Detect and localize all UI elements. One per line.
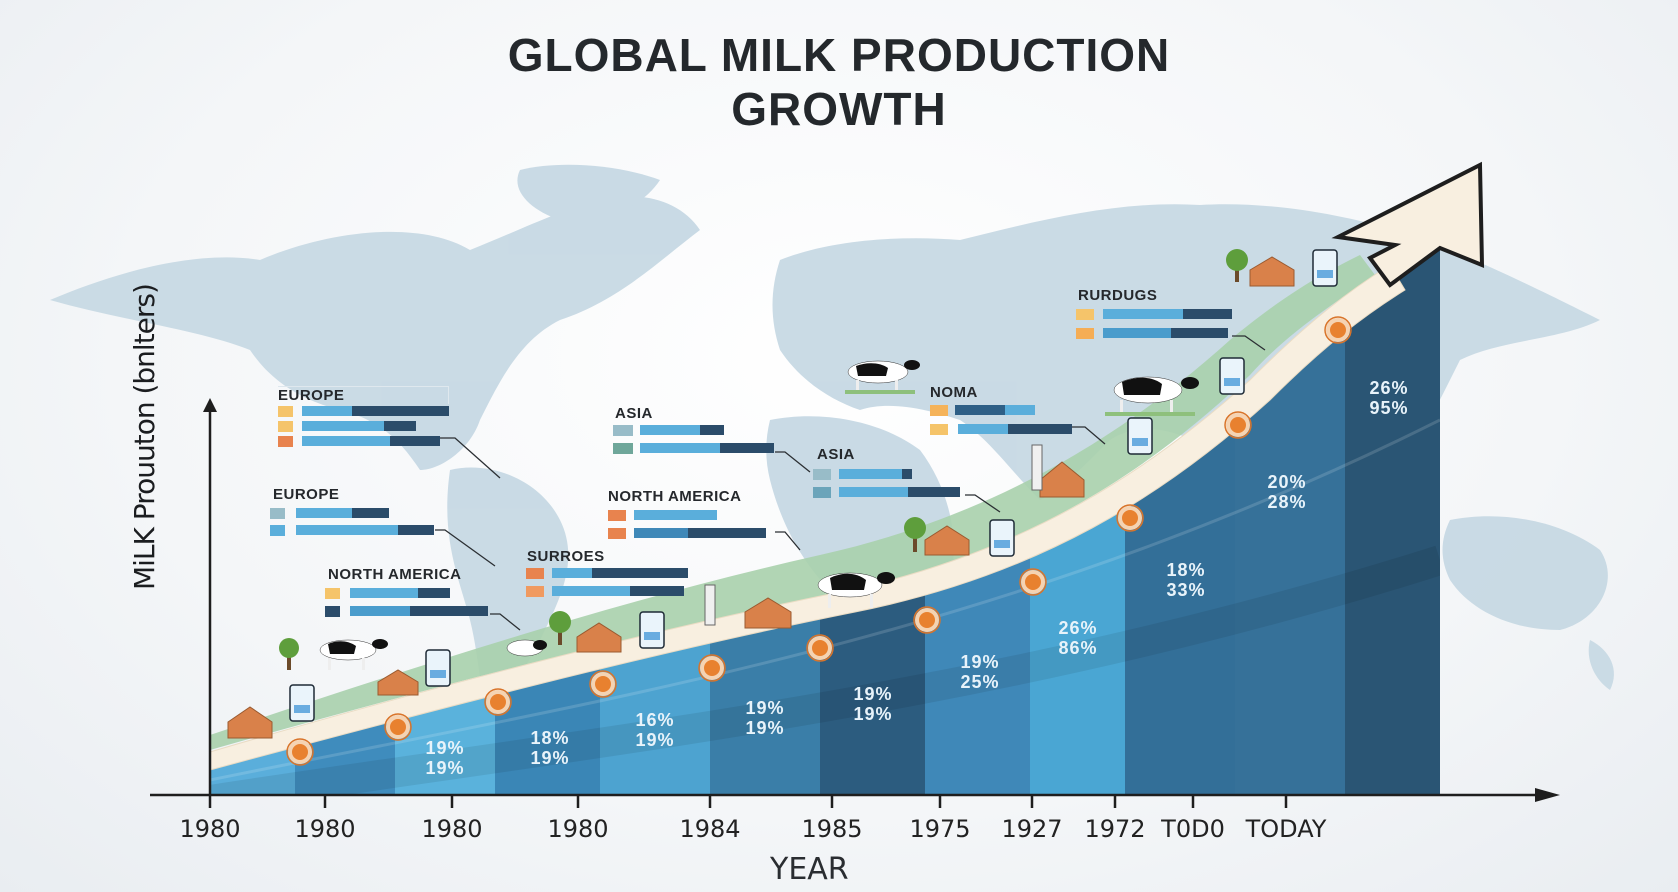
growth-arrow-head (1331, 161, 1485, 288)
band-label: 19% 19% (853, 684, 892, 724)
band-label-top: 19% (745, 698, 785, 718)
x-tick: T0D0 (1161, 815, 1225, 843)
band-label-top: 19% (960, 652, 1000, 672)
band-label-top: 16% (635, 710, 675, 730)
band-label-bottom: 25% (960, 672, 1000, 692)
region-label: ASIA (615, 405, 653, 422)
x-tick: 1975 (909, 815, 971, 843)
y-axis-label: MiLK Prouuton (bnlters) (128, 284, 161, 590)
band-label-bottom: 95% (1369, 398, 1409, 418)
band-label: 18% 19% (530, 728, 569, 768)
band-label: 20% 28% (1267, 472, 1306, 512)
band-label-top: 20% (1267, 472, 1307, 492)
band-label: 16% 19% (635, 710, 674, 750)
x-tick: 1984 (679, 815, 741, 843)
region-label: NORTH AMERICA (608, 488, 742, 505)
tree-icon (279, 249, 1248, 670)
axes (150, 398, 1560, 808)
band-label-bottom: 33% (1166, 580, 1206, 600)
band-label-bottom: 19% (425, 758, 465, 778)
green-band (210, 255, 1375, 750)
chart-title-line1: GLOBAL MILK PRODUCTION (507, 29, 1171, 81)
band-label-top: 26% (1058, 618, 1098, 638)
band-label: 26% 95% (1369, 378, 1408, 418)
x-tick: 1980 (294, 815, 356, 843)
x-axis-label: YEAR (770, 852, 849, 887)
barn-icon (227, 256, 1295, 739)
band-label-top: 18% (1166, 560, 1206, 580)
band-label-bottom: 19% (745, 718, 785, 738)
band-label: 19% 25% (960, 652, 999, 692)
band-label-bottom: 19% (853, 704, 893, 724)
leader-lines (435, 335, 1266, 631)
x-tick: 1980 (421, 815, 483, 843)
band-label: 19% 19% (745, 698, 784, 738)
cow-icon (319, 360, 1199, 670)
region-label: EUROPE (273, 486, 340, 503)
data-markers (288, 318, 1350, 764)
x-tick: TODAY (1245, 815, 1327, 843)
x-tick: 1980 (179, 815, 241, 843)
band-label-top: 26% (1369, 378, 1409, 398)
farm-illustrations (227, 249, 1338, 739)
band-label: 19% 19% (425, 738, 464, 778)
chart-title-line2: GROWTH (731, 83, 947, 135)
band-label-bottom: 28% (1267, 492, 1307, 512)
x-tick: 1985 (801, 815, 863, 843)
region-label: ASIA (817, 446, 855, 463)
chart-title: GLOBAL MILK PRODUCTION GROWTH (0, 28, 1678, 136)
band-label-bottom: 19% (635, 730, 675, 750)
region-label: NORTH AMERICA (328, 566, 462, 583)
region-label: NOMA (930, 384, 978, 401)
x-tick: 1980 (547, 815, 609, 843)
x-tick: 1972 (1084, 815, 1146, 843)
band-label: 18% 33% (1166, 560, 1205, 600)
band-label-top: 18% (530, 728, 570, 748)
band-label-bottom: 19% (530, 748, 570, 768)
band-label-top: 19% (853, 684, 893, 704)
band-label: 26% 86% (1058, 618, 1097, 658)
band-label-top: 19% (425, 738, 465, 758)
silo-icon (704, 444, 1043, 626)
region-label: RURDUGS (1078, 287, 1158, 304)
x-tick: 1927 (1001, 815, 1063, 843)
region-label: EUROPE (278, 386, 449, 404)
region-label: SURROES (527, 548, 605, 565)
band-label-bottom: 86% (1058, 638, 1098, 658)
